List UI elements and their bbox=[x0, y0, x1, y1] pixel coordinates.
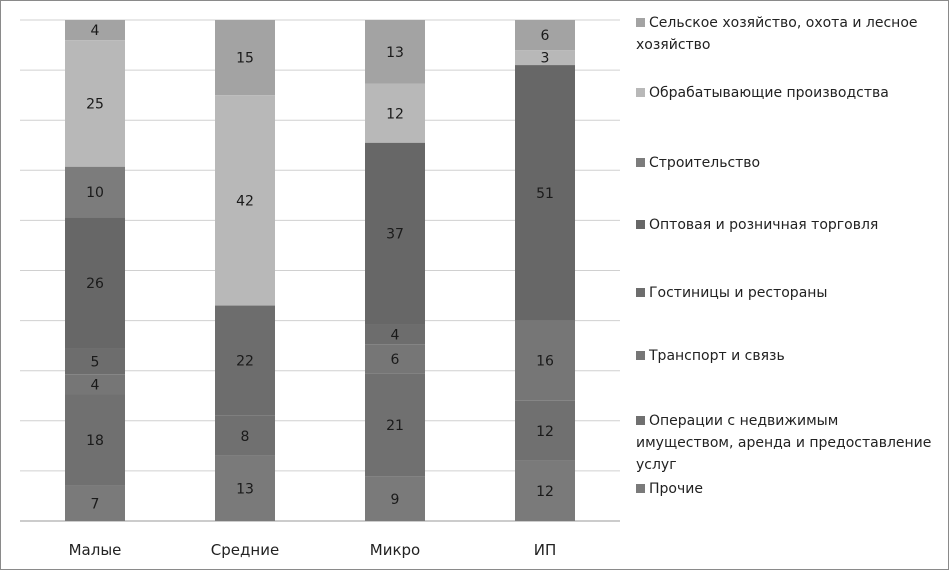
legend-swatch bbox=[636, 416, 645, 425]
legend-label: Гостиницы и рестораны bbox=[649, 285, 828, 301]
bar-segment bbox=[65, 485, 125, 521]
bar-segment bbox=[365, 324, 425, 345]
bar-segment bbox=[365, 142, 425, 325]
x-tick-label: Малые bbox=[69, 541, 122, 559]
bar-segment bbox=[215, 455, 275, 521]
legend-label: Обрабатывающие производства bbox=[649, 85, 889, 101]
bar-segment bbox=[515, 65, 575, 321]
bar-segment bbox=[215, 415, 275, 456]
data-label: 12 bbox=[536, 424, 554, 440]
legend-label: Сельское хозяйство, охота и лесное хозяй… bbox=[636, 15, 918, 53]
data-label: 42 bbox=[236, 193, 254, 209]
legend-label: Транспорт и связь bbox=[649, 348, 785, 364]
data-label: 13 bbox=[386, 45, 404, 61]
bar-segment bbox=[65, 166, 125, 218]
data-label: 51 bbox=[536, 186, 554, 202]
bar-segment bbox=[515, 400, 575, 461]
data-label: 22 bbox=[236, 354, 254, 370]
data-label: 13 bbox=[236, 481, 254, 497]
legend-item: Строительство bbox=[636, 152, 760, 174]
x-tick-label: Средние bbox=[211, 541, 279, 559]
data-label: 4 bbox=[91, 377, 100, 393]
data-label: 12 bbox=[536, 484, 554, 500]
x-tick-label: Микро bbox=[370, 541, 420, 559]
data-label: 12 bbox=[386, 106, 404, 122]
bar-segment bbox=[65, 394, 125, 486]
data-label: 5 bbox=[91, 355, 100, 371]
legend-item: Операции с недвижимым имуществом, аренда… bbox=[636, 410, 936, 476]
legend-label: Оптовая и розничная торговля bbox=[649, 217, 879, 233]
bar-segment bbox=[215, 95, 275, 306]
data-label: 25 bbox=[86, 97, 104, 113]
x-tick-label: ИП bbox=[534, 541, 557, 559]
legend-item: Прочие bbox=[636, 478, 703, 500]
legend-swatch bbox=[636, 288, 645, 297]
data-label: 18 bbox=[86, 433, 104, 449]
legend-swatch bbox=[636, 88, 645, 97]
data-label: 10 bbox=[86, 185, 104, 201]
data-label: 6 bbox=[391, 352, 400, 368]
bar-segment bbox=[365, 20, 425, 84]
data-label: 9 bbox=[391, 492, 400, 508]
legend-label: Операции с недвижимым имуществом, аренда… bbox=[636, 413, 932, 473]
data-label: 4 bbox=[391, 327, 400, 343]
bar-segment bbox=[515, 20, 575, 51]
bar-segment bbox=[215, 20, 275, 96]
bar-segment bbox=[65, 40, 125, 167]
legend-item: Транспорт и связь bbox=[636, 345, 785, 367]
legend-label: Прочие bbox=[649, 481, 703, 497]
data-label: 21 bbox=[386, 418, 404, 434]
bar-segment bbox=[365, 476, 425, 521]
bar-segment bbox=[365, 344, 425, 374]
data-label: 16 bbox=[536, 354, 554, 370]
legend-swatch bbox=[636, 158, 645, 167]
bar-segment bbox=[515, 320, 575, 401]
legend-swatch bbox=[636, 351, 645, 360]
data-label: 7 bbox=[91, 496, 100, 512]
bar-segment bbox=[365, 83, 425, 143]
bar-segment bbox=[215, 305, 275, 416]
data-label: 4 bbox=[91, 23, 100, 39]
data-label: 3 bbox=[541, 51, 550, 67]
legend-item: Гостиницы и рестораны bbox=[636, 282, 827, 304]
bar-segment bbox=[515, 50, 575, 66]
legend-item: Сельское хозяйство, охота и лесное хозяй… bbox=[636, 12, 936, 56]
data-label: 8 bbox=[241, 429, 250, 445]
legend-item: Обрабатывающие производства bbox=[636, 82, 889, 104]
data-label: 15 bbox=[236, 51, 254, 67]
data-label: 37 bbox=[386, 227, 404, 243]
data-label: 26 bbox=[86, 276, 104, 292]
bar-segment bbox=[65, 348, 125, 375]
bar-segment bbox=[515, 460, 575, 521]
legend-label: Строительство bbox=[649, 155, 761, 171]
bar-segment bbox=[65, 217, 125, 349]
bar-segment bbox=[365, 373, 425, 477]
bar-segment bbox=[65, 20, 125, 41]
legend-swatch bbox=[636, 484, 645, 493]
bar-segment bbox=[65, 374, 125, 395]
legend-swatch bbox=[636, 18, 645, 27]
legend-item: Оптовая и розничная торговля bbox=[636, 214, 878, 236]
data-label: 6 bbox=[541, 28, 550, 44]
legend-swatch bbox=[636, 220, 645, 229]
